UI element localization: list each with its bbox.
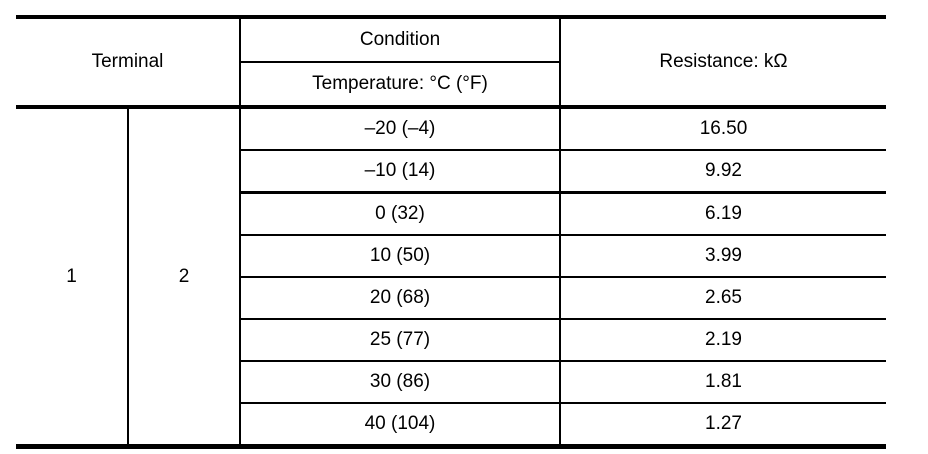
header-row-1: Terminal Condition Resistance: kΩ xyxy=(16,17,886,109)
resistance-cell: 1.27 xyxy=(560,403,886,447)
resistance-cell: 1.81 xyxy=(560,361,886,404)
resistance-cell: 9.92 xyxy=(560,150,886,194)
header-row-2: Temperature: °C (°F) xyxy=(16,62,886,109)
temperature-cell: –10 (14) xyxy=(240,150,561,194)
temperature-cell: 0 (32) xyxy=(240,192,561,236)
table-row: 20 (68) 2.65 xyxy=(16,277,886,320)
resistance-cell: 2.19 xyxy=(560,319,886,362)
temperature-cell: –20 (–4) xyxy=(240,107,561,151)
temperature-cell: 40 (104) xyxy=(240,403,561,447)
header-resistance: Resistance: kΩ xyxy=(560,17,886,109)
table-row: 25 (77) 2.19 xyxy=(16,319,886,362)
table-row: –10 (14) 9.92 xyxy=(16,150,886,194)
table-row: 0 (32) 6.19 xyxy=(16,192,886,236)
table-row: 40 (104) 1.27 xyxy=(16,403,886,447)
terminal-2-cell: 2 xyxy=(128,107,241,447)
table-row: 1 2 –20 (–4) 16.50 xyxy=(16,107,886,447)
table-row: 30 (86) 1.81 xyxy=(16,361,886,404)
resistance-cell: 2.65 xyxy=(560,277,886,320)
temperature-cell: 25 (77) xyxy=(240,319,561,362)
resistance-cell: 16.50 xyxy=(560,107,886,151)
header-condition: Condition xyxy=(240,17,561,63)
temperature-cell: 30 (86) xyxy=(240,361,561,404)
temperature-cell: 20 (68) xyxy=(240,277,561,320)
temperature-cell: 10 (50) xyxy=(240,235,561,278)
header-terminal: Terminal xyxy=(16,17,241,109)
terminal-1-cell: 1 xyxy=(16,107,129,447)
resistance-cell: 6.19 xyxy=(560,192,886,236)
table-row: 10 (50) 3.99 xyxy=(16,235,886,278)
table-body: 1 2 –20 (–4) 16.50 –10 (14) 9.92 0 (32) … xyxy=(16,107,886,447)
table-header: Terminal Condition Resistance: kΩ Temper… xyxy=(16,17,886,109)
header-temperature: Temperature: °C (°F) xyxy=(240,62,561,109)
resistance-spec-table: Terminal Condition Resistance: kΩ Temper… xyxy=(16,15,886,449)
resistance-cell: 3.99 xyxy=(560,235,886,278)
